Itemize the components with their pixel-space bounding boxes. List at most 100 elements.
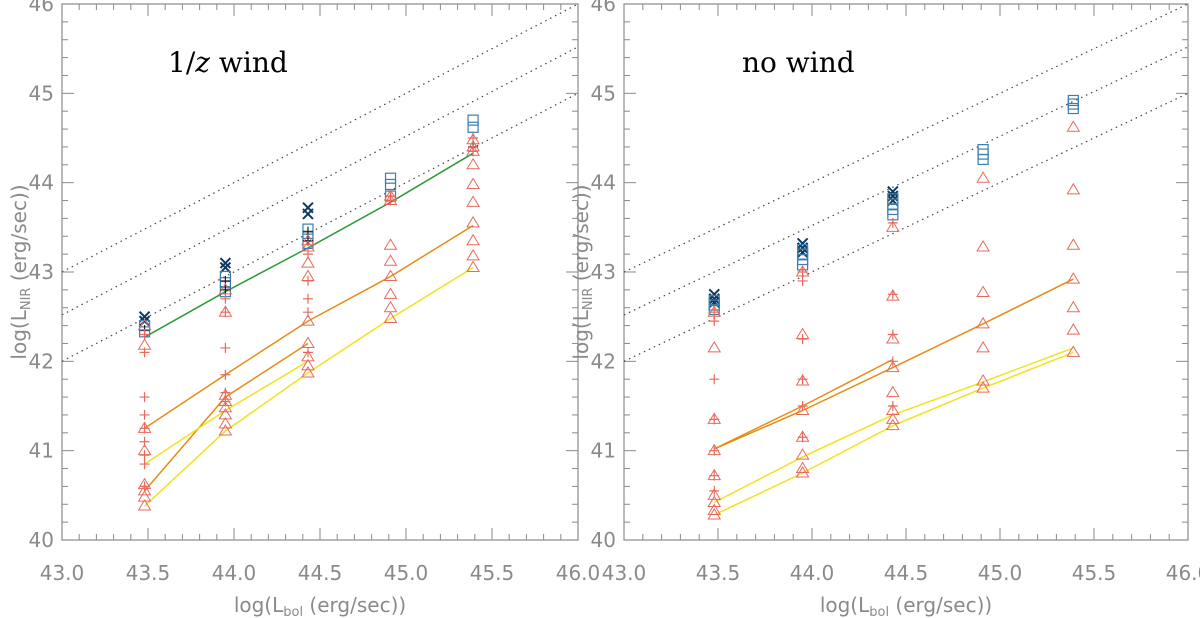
marker-triangle [707, 508, 722, 520]
marker-triangle [466, 248, 480, 261]
marker-triangle [795, 327, 810, 340]
marker-plus [887, 401, 898, 411]
marker-triangle [1066, 272, 1081, 284]
marker-triangle [218, 407, 233, 420]
marker-triangle [383, 254, 398, 266]
y-tick-label: 46 [29, 0, 54, 16]
marker-triangle [466, 157, 480, 170]
marker-triangle [383, 311, 398, 323]
series-line-orange-upper [144, 224, 474, 429]
marker-triangle [301, 256, 315, 268]
marker-triangle [1066, 182, 1081, 195]
marker-triangle [707, 412, 722, 424]
reference-line-ratio-0-3 [624, 46, 1188, 316]
x-tick-label: 44.5 [884, 561, 929, 585]
marker-triangle [885, 412, 900, 424]
marker-triangle [301, 336, 315, 348]
y-tick-label: 40 [591, 528, 616, 552]
marker-plus [139, 392, 150, 403]
marker-triangle [137, 443, 152, 456]
marker-triangle [885, 289, 900, 301]
x-tick-label: 43.5 [696, 561, 741, 585]
marker-triangle [795, 448, 810, 460]
y-tick-label: 45 [29, 81, 54, 105]
marker-plus [220, 369, 231, 380]
reference-line-ratio-1-0 [624, 4, 1188, 273]
marker-triangle [976, 381, 990, 393]
y-tick-label: 41 [591, 439, 616, 463]
marker-triangle [707, 468, 722, 481]
marker-triangle [707, 488, 722, 500]
x-tick-label: 44.0 [790, 561, 835, 585]
marker-triangle [383, 189, 398, 201]
x-tick-label: 43.0 [40, 561, 85, 585]
marker-plus [797, 401, 808, 411]
marker-plus [302, 293, 313, 304]
marker-triangle [218, 400, 233, 413]
x-tick-label: 45.5 [470, 561, 515, 585]
marker-triangle [1066, 323, 1081, 335]
marker-plus [139, 481, 150, 492]
marker-triangle [383, 238, 398, 250]
marker-triangle [795, 466, 810, 478]
x-tick-label: 45.0 [978, 561, 1023, 585]
marker-square [384, 172, 397, 184]
y-tick-label: 42 [591, 349, 616, 373]
marker-plus [220, 342, 231, 353]
marker-triangle [466, 215, 480, 228]
marker-triangle [137, 483, 152, 496]
marker-cross [887, 185, 899, 198]
marker-square [384, 178, 397, 191]
marker-square [977, 153, 989, 166]
marker-triangle [137, 499, 152, 511]
marker-triangle [466, 195, 480, 207]
marker-triangle [885, 418, 900, 431]
marker-triangle [466, 132, 480, 145]
marker-triangle [1066, 238, 1081, 250]
x-tick-label: 45.5 [1072, 561, 1117, 585]
marker-square [467, 121, 479, 133]
marker-triangle [976, 240, 990, 252]
marker-triangle [383, 300, 398, 313]
marker-triangle [466, 139, 480, 152]
marker-triangle [466, 233, 480, 246]
marker-triangle [976, 171, 990, 183]
series-line-orange-lower [144, 342, 309, 492]
marker-triangle [383, 287, 398, 299]
x-axis-title: log(Lbol (erg/sec)) [234, 593, 406, 618]
y-tick-label: 46 [591, 0, 616, 16]
x-tick-label: 46.0 [556, 561, 601, 585]
marker-square [467, 114, 479, 126]
reference-line-ratio-0-1 [624, 92, 1188, 362]
marker-triangle [707, 495, 722, 507]
marker-plus [139, 329, 150, 340]
marker-triangle [137, 318, 152, 331]
marker-triangle [301, 365, 315, 378]
x-tick-label: 44.0 [212, 561, 257, 585]
panel-no-wind: 43.0 43.5 44.0 44.5 45.0 45.5 46.0 40 41 42 43 44 45… [569, 0, 1200, 618]
marker-triangle [218, 388, 233, 400]
marker-triangle [795, 374, 810, 386]
y-tick-label: 43 [591, 260, 616, 284]
plot-area [624, 4, 1188, 520]
marker-triangle [885, 220, 900, 232]
marker-triangle [383, 269, 398, 281]
y-tick-label: 42 [29, 349, 54, 373]
marker-plus [139, 409, 150, 420]
marker-triangle [137, 490, 152, 502]
marker-plus [709, 485, 720, 496]
marker-triangle [137, 477, 152, 490]
marker-triangle [795, 461, 810, 474]
x-axis-title: log(Lbol (erg/sec)) [820, 593, 992, 618]
marker-plus [220, 293, 231, 304]
marker-triangle [885, 360, 900, 373]
marker-cross [219, 257, 232, 269]
series-line-yellow-lower [713, 351, 1074, 516]
marker-plus [887, 329, 898, 340]
y-tick-label: 44 [29, 171, 54, 195]
y-tick-label: 41 [29, 439, 54, 463]
marker-triangle [301, 240, 315, 252]
marker-triangle [466, 177, 480, 189]
marker-triangle [301, 349, 315, 362]
marker-triangle [1066, 345, 1081, 357]
